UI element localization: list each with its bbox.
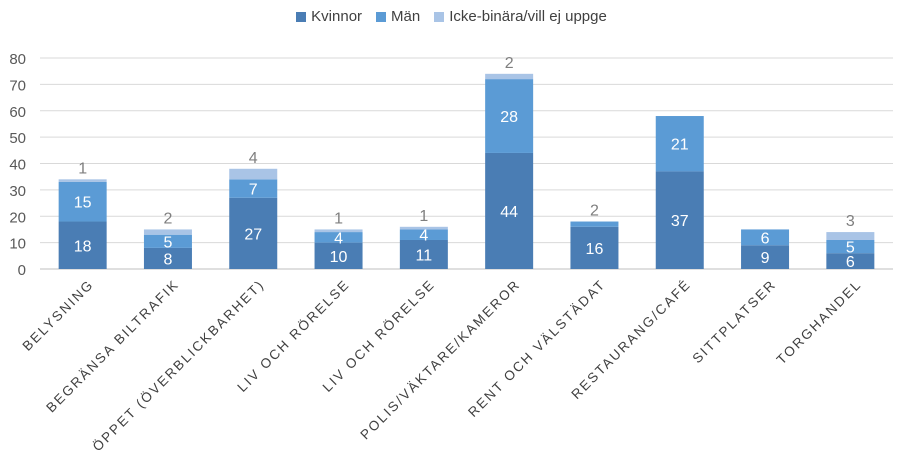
data-label-2-9: 6 [761, 230, 770, 247]
bar-segment-2-3 [229, 179, 278, 198]
data-label-1-1: 18 [74, 238, 92, 255]
bar-segment-2-7 [570, 221, 619, 227]
bar-segment-1-5 [399, 239, 448, 269]
bar-segment-1-8 [655, 171, 704, 269]
data-label-2-4: 4 [334, 230, 343, 247]
data-label-3-7: 2 [590, 203, 599, 220]
y-tick-label-70: 70 [9, 77, 26, 94]
bar-segment-1-2 [143, 247, 192, 269]
data-label-1-6: 44 [500, 204, 518, 221]
data-label-1-4: 10 [330, 249, 348, 266]
bar-segment-3-1 [58, 179, 107, 182]
y-tick-label-10: 10 [9, 236, 26, 253]
bar-segment-1-3 [229, 197, 278, 269]
x-tick-label-10: TORGHANDEL [774, 277, 865, 368]
bar-segment-3-4 [314, 229, 363, 233]
data-label-1-5: 11 [416, 247, 433, 264]
data-label-2-1: 15 [74, 195, 92, 212]
y-tick-label-60: 60 [9, 104, 26, 121]
y-tick-label-50: 50 [9, 130, 26, 147]
data-label-1-7: 16 [586, 241, 604, 258]
bar-segment-1-7 [570, 226, 619, 269]
data-label-1-9: 9 [761, 250, 770, 267]
y-tick-label-80: 80 [9, 51, 26, 68]
data-label-2-2: 5 [163, 234, 172, 251]
bar-segment-3-10 [826, 232, 875, 240]
x-tick-label-7: RENT OCH VÄLSTÄDAT [465, 277, 608, 420]
legend-item-man: Män [376, 8, 420, 25]
bar-segment-2-5 [399, 229, 448, 240]
data-label-3-3: 4 [249, 150, 258, 167]
data-label-1-10: 6 [846, 254, 855, 271]
data-label-2-5: 4 [419, 228, 428, 245]
legend-swatch-icke-binara [434, 11, 445, 22]
data-label-3-10: 3 [846, 213, 855, 230]
bar-segment-3-2 [143, 229, 192, 235]
y-tick-label-40: 40 [9, 157, 26, 174]
bar-segment-2-9 [741, 229, 790, 246]
legend-item-kvinnor: Kvinnor [296, 8, 362, 25]
data-label-2-10: 5 [846, 240, 855, 257]
data-label-3-2: 2 [163, 210, 172, 227]
legend-item-icke-binara: Icke-binära/vill ej uppge [434, 8, 607, 25]
y-tick-label-0: 0 [18, 262, 26, 279]
data-label-3-4: 1 [334, 210, 343, 227]
bar-segment-3-6 [485, 73, 534, 80]
data-label-1-3: 27 [244, 226, 262, 243]
legend-swatch-man [376, 11, 387, 22]
bar-segment-1-4 [314, 242, 363, 269]
bar-segment-1-10 [826, 253, 875, 269]
x-tick-label-3: ÖPPET (ÖVERBLICKBARHET) [90, 277, 268, 450]
data-label-3-5: 1 [419, 208, 428, 225]
bar-segment-3-3 [229, 168, 278, 180]
y-tick-label-30: 30 [9, 183, 26, 200]
data-label-1-8: 37 [671, 213, 689, 230]
data-label-3-6: 2 [505, 55, 514, 72]
legend-label-kvinnor: Kvinnor [311, 8, 363, 25]
x-tick-label-1: BELYSNING [19, 277, 96, 354]
bar-segment-2-6 [485, 79, 534, 153]
legend-label-man: Män [391, 8, 421, 25]
bar-segment-2-8 [655, 116, 704, 172]
data-label-2-8: 21 [671, 137, 689, 154]
legend: Kvinnor Män Icke-binära/vill ej uppge [0, 8, 903, 25]
legend-swatch-kvinnor [296, 11, 307, 22]
bar-segment-1-1 [58, 221, 107, 269]
bar-segment-2-4 [314, 232, 363, 243]
bar-segment-2-10 [826, 239, 875, 254]
x-tick-label-6: POLIS/VÄKTARE/KAMEROR [357, 277, 523, 443]
bar-segment-2-2 [143, 234, 192, 248]
x-tick-label-9: SITTPLATSER [690, 277, 780, 367]
data-label-1-2: 8 [163, 251, 172, 268]
data-label-2-6: 28 [500, 109, 518, 126]
bar-segment-1-6 [485, 152, 534, 269]
data-label-3-1: 1 [78, 160, 87, 177]
bar-segment-2-1 [58, 181, 107, 222]
bar-segment-3-5 [399, 226, 448, 230]
y-tick-label-20: 20 [9, 209, 26, 226]
bar-segment-1-9 [741, 245, 790, 269]
data-label-2-3: 7 [249, 182, 258, 199]
legend-label-icke-binara: Icke-binära/vill ej uppge [449, 8, 607, 25]
